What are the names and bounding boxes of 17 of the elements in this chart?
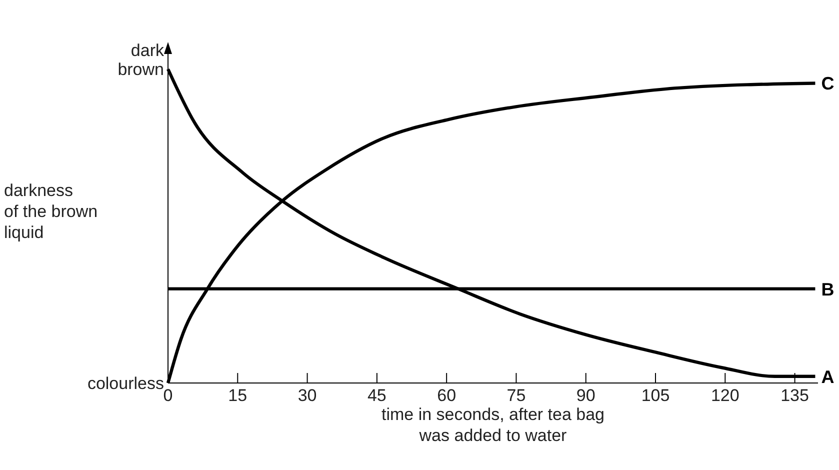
x-tick-label: 30 bbox=[298, 386, 317, 405]
x-tick-label: 60 bbox=[437, 386, 456, 405]
x-tick-label: 105 bbox=[641, 386, 670, 405]
text: colourless bbox=[87, 374, 164, 394]
x-tick-label: 120 bbox=[710, 386, 740, 405]
y-axis-title: darkness of the brown liquid bbox=[4, 181, 98, 242]
x-tick-label: 90 bbox=[576, 386, 596, 405]
x-tick-label: 15 bbox=[228, 386, 248, 405]
x-tick-label: 0 bbox=[163, 386, 173, 405]
series-label: B bbox=[821, 279, 834, 300]
series-label: C bbox=[821, 74, 834, 94]
x-tick-label: 45 bbox=[367, 386, 386, 405]
text: dark brown bbox=[118, 41, 164, 80]
x-axis-title: time in seconds, after tea bag was added to water bbox=[381, 405, 605, 445]
x-tick-label: 75 bbox=[506, 386, 526, 405]
x-tick-label: 135 bbox=[780, 386, 809, 405]
legend-label: A bbox=[821, 366, 834, 387]
